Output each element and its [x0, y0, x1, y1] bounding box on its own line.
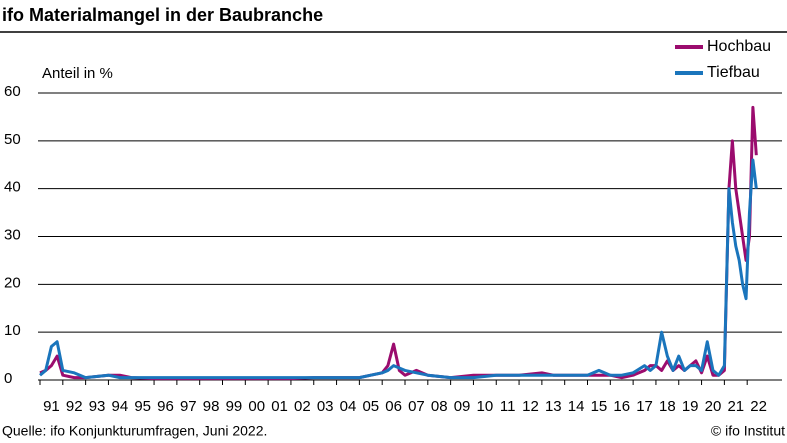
x-tick-label: 19 [682, 398, 699, 415]
y-tick-label: 60 [4, 83, 21, 100]
x-tick-label: 22 [750, 398, 767, 415]
x-tick-label: 05 [362, 398, 379, 415]
x-tick-label: 01 [271, 398, 288, 415]
chart-title: ifo Materialmangel in der Baubranche [2, 5, 323, 25]
copyright: © ifo Institut [711, 423, 785, 439]
x-tick-label: 12 [522, 398, 539, 415]
y-tick-label: 0 [4, 370, 12, 387]
x-tick-label: 16 [613, 398, 630, 415]
x-tick-label: 13 [545, 398, 562, 415]
x-tick-label: 95 [134, 398, 151, 415]
x-tick-label: 08 [431, 398, 448, 415]
x-tick-label: 03 [317, 398, 334, 415]
y-tick-label: 50 [4, 131, 21, 148]
x-tick-label: 09 [454, 398, 471, 415]
x-tick-label: 98 [203, 398, 220, 415]
x-tick-label: 14 [568, 398, 585, 415]
x-tick-label: 21 [727, 398, 744, 415]
x-tick-label: 92 [66, 398, 83, 415]
x-tick-label: 93 [89, 398, 106, 415]
x-tick-label: 07 [408, 398, 425, 415]
y-tick-label: 30 [4, 226, 21, 243]
series-line [39, 105, 758, 381]
x-tick-label: 18 [659, 398, 676, 415]
x-tick-label: 15 [591, 398, 608, 415]
x-tick-label: 20 [705, 398, 722, 415]
x-tick-label: 11 [500, 398, 516, 415]
series-line [39, 158, 758, 380]
legend-label: Hochbau [707, 38, 771, 55]
x-tick-label: 94 [112, 398, 129, 415]
x-tick-label: 00 [248, 398, 265, 415]
y-tick-label: 10 [4, 322, 21, 339]
y-tick-label: 20 [4, 274, 21, 291]
x-tick-label: 10 [477, 398, 494, 415]
x-tick-label: 06 [385, 398, 402, 415]
x-tick-label: 17 [636, 398, 653, 415]
x-tick-label: 91 [43, 398, 60, 415]
y-axis-label: Anteil in % [42, 65, 113, 82]
source: Quelle: ifo Konjunkturumfragen, Juni 202… [2, 423, 267, 439]
legend-label: Tiefbau [707, 64, 760, 81]
y-tick-label: 40 [4, 179, 21, 196]
x-tick-label: 97 [180, 398, 197, 415]
x-tick-label: 02 [294, 398, 311, 415]
x-tick-label: 99 [226, 398, 243, 415]
x-tick-label: 04 [340, 398, 357, 415]
x-tick-label: 96 [157, 398, 174, 415]
